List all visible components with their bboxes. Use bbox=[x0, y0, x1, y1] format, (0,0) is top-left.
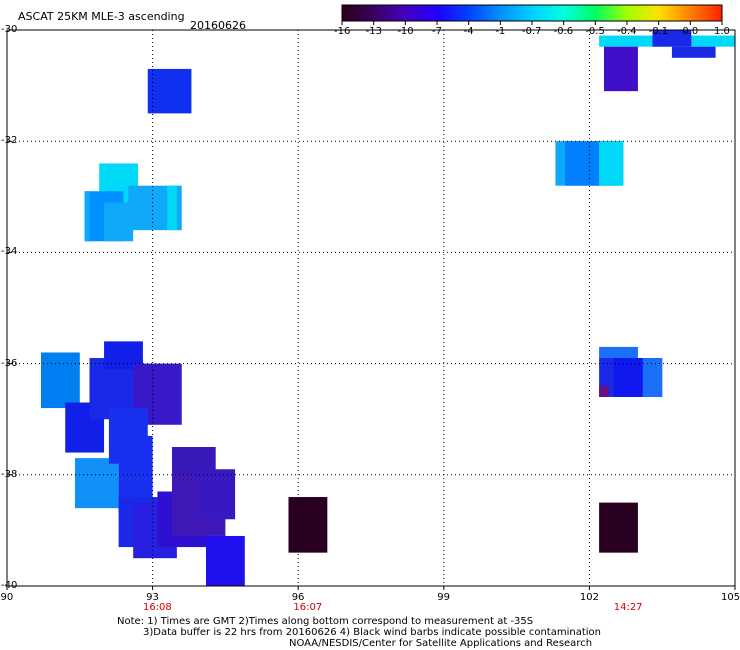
y-tick-label: -38 bbox=[1, 468, 18, 480]
time-label: 16:07 bbox=[293, 602, 323, 613]
x-tick-label: 90 bbox=[0, 592, 14, 603]
plot-frame bbox=[6, 29, 736, 587]
x-tick-label: 99 bbox=[437, 592, 451, 603]
colorbar-gradient bbox=[341, 4, 723, 22]
wind-cell-33 bbox=[613, 358, 643, 397]
time-label: 16:08 bbox=[142, 602, 172, 613]
time-label: 14:27 bbox=[613, 602, 643, 613]
wind-cell-29 bbox=[288, 497, 328, 553]
wind-cell-35 bbox=[599, 385, 609, 397]
footnote-line-1: Note: 1) Times are GMT 2)Times along bot… bbox=[117, 616, 534, 627]
wind-cell-27 bbox=[196, 469, 236, 520]
wind-cell-31 bbox=[599, 346, 638, 359]
y-tick-label: -36 bbox=[1, 357, 18, 369]
wind-cell-0 bbox=[147, 68, 192, 114]
x-tick-label: 96 bbox=[291, 592, 305, 603]
wind-cell-11 bbox=[603, 46, 638, 92]
colorbar-tick-label: 1.0 bbox=[714, 26, 730, 37]
colorbar-tick-label: -0.1 bbox=[648, 26, 669, 37]
colorbar-tick-label: -10 bbox=[397, 26, 414, 37]
y-tick-label: -34 bbox=[1, 246, 18, 258]
wind-cell-30 bbox=[599, 502, 638, 553]
wind-cell-13 bbox=[671, 46, 716, 58]
x-tick-label: 102 bbox=[579, 592, 599, 603]
colorbar-tick-label: -0.7 bbox=[522, 26, 542, 37]
y-tick-label: -32 bbox=[1, 135, 18, 147]
wind-cell-14 bbox=[40, 352, 80, 409]
y-tick-label: -40 bbox=[1, 580, 18, 591]
colorbar-tick-label: -0.4 bbox=[617, 26, 637, 37]
wind-cell-3 bbox=[167, 185, 177, 231]
x-tick-label: 93 bbox=[146, 592, 159, 603]
colorbar-tick-label: -7 bbox=[432, 26, 442, 37]
grid-lines bbox=[7, 30, 735, 586]
credit-line: NOAA/NESDIS/Center for Satellite Applica… bbox=[289, 638, 593, 649]
wind-cell-9 bbox=[599, 141, 624, 186]
wind-cell-34 bbox=[642, 358, 663, 397]
colorbar-tick-label: 0.0 bbox=[682, 26, 699, 37]
wind-cell-5 bbox=[84, 191, 90, 242]
wind-cell-8 bbox=[565, 141, 600, 186]
colorbar-tick-label: -16 bbox=[334, 26, 351, 37]
colorbar-tick-label: -13 bbox=[365, 26, 382, 37]
x-tick-label: 105 bbox=[721, 592, 740, 603]
wind-cells bbox=[40, 30, 735, 586]
colorbar-tick-label: -0.6 bbox=[553, 26, 574, 37]
colorbar-tick-label: -1 bbox=[495, 26, 506, 37]
chart-title: ASCAT 25KM MLE-3 ascending bbox=[18, 10, 185, 23]
colorbar-tick-label: -4 bbox=[463, 26, 474, 37]
wind-cell-6 bbox=[104, 202, 134, 242]
y-tick-label: -30 bbox=[1, 24, 18, 35]
axis-ticks bbox=[6, 29, 736, 590]
footnote-line-2: 3)Data buffer is 22 hrs from 20160626 4)… bbox=[143, 627, 601, 638]
wind-cell-28 bbox=[205, 535, 245, 586]
colorbar-tick-label: -0.5 bbox=[585, 26, 605, 37]
wind-cell-12 bbox=[652, 30, 692, 47]
wind-cell-19 bbox=[74, 458, 119, 509]
chart-date: 20160626 bbox=[190, 19, 246, 32]
colorbar bbox=[341, 4, 723, 25]
